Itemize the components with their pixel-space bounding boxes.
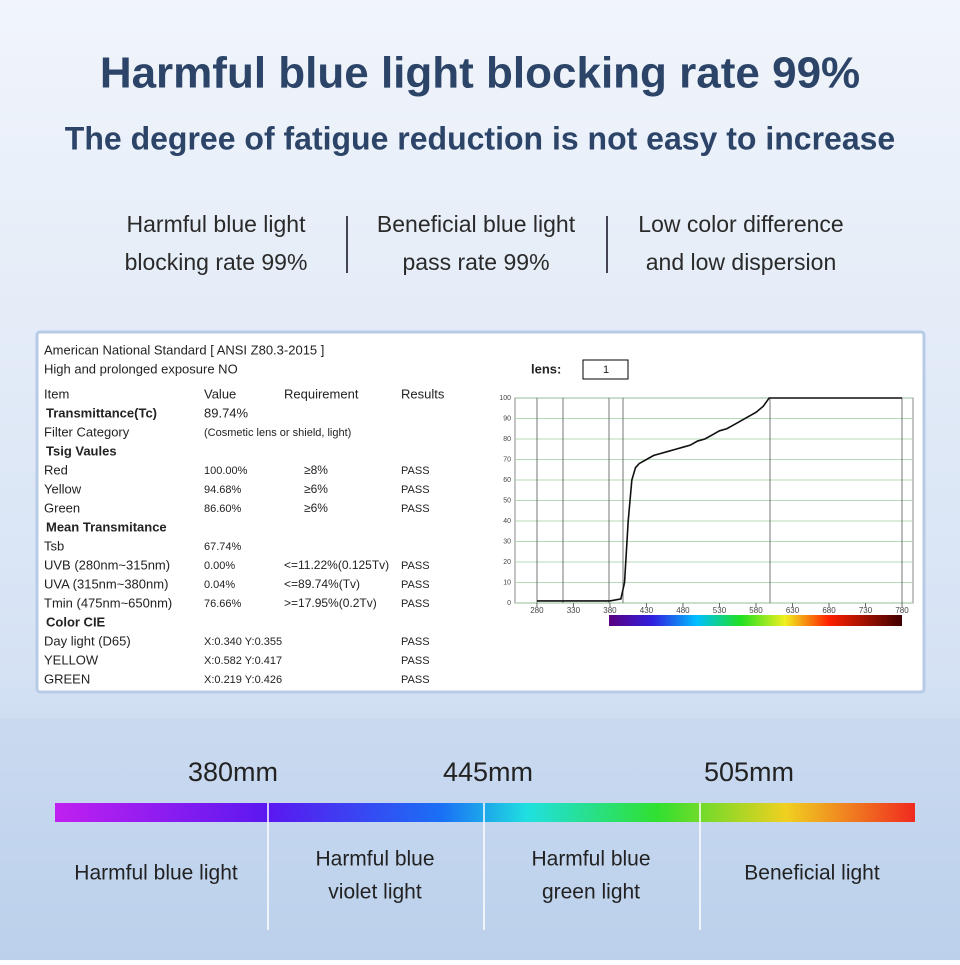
row-requirement: ≥6% <box>304 482 328 496</box>
row-item: UVB (280nm~315nm) <box>44 557 170 572</box>
row-item: Day light (D65) <box>44 633 131 648</box>
row-value: X:0.582 Y:0.417 <box>204 655 282 667</box>
row-value: 100.00% <box>204 465 248 477</box>
row-result: PASS <box>401 579 430 591</box>
row-value: 0.00% <box>204 560 235 572</box>
row-item: YELLOW <box>44 652 99 667</box>
row-result: PASS <box>401 503 430 515</box>
feature-text: pass rate 99% <box>402 249 549 275</box>
band-label: Beneficial light <box>744 862 880 885</box>
row-item: Tsb <box>44 538 64 553</box>
chart-spectrum <box>609 615 902 626</box>
row-value: X:0.219 Y:0.426 <box>204 674 282 686</box>
title: Harmful blue light blocking rate 99% <box>100 49 860 98</box>
row-requirement: <=11.22%(0.125Tv) <box>284 558 389 572</box>
row-item: Red <box>44 462 68 477</box>
y-tick-label: 100 <box>499 395 511 402</box>
row-value: 67.74% <box>204 541 242 553</box>
subtitle: The degree of fatigue reduction is not e… <box>65 120 895 156</box>
column-header: Results <box>401 386 445 401</box>
column-header: Value <box>204 386 236 401</box>
row-result: PASS <box>401 674 430 686</box>
row-requirement: ≥8% <box>304 463 328 477</box>
x-tick-label: 280 <box>530 606 544 615</box>
row-value: 76.66% <box>204 598 242 610</box>
wavelength-label: 505mm <box>704 757 794 787</box>
y-tick-label: 90 <box>503 415 511 422</box>
x-tick-label: 380 <box>603 606 617 615</box>
y-tick-label: 50 <box>503 497 511 504</box>
feature-text: Low color difference <box>638 211 843 237</box>
y-tick-label: 20 <box>503 559 511 566</box>
report-exposure: High and prolonged exposure NO <box>44 361 238 376</box>
y-tick-label: 70 <box>503 456 511 463</box>
row-item: UVA (315nm~380nm) <box>44 576 168 591</box>
column-header: Item <box>44 386 69 401</box>
row-requirement: ≥6% <box>304 501 328 515</box>
row-item: Green <box>44 500 80 515</box>
row-heading: Transmittance(Tc) <box>46 405 157 420</box>
row-item: Filter Category <box>44 424 130 439</box>
row-result: PASS <box>401 484 430 496</box>
row-requirement: >=17.95%(0.2Tv) <box>284 596 377 610</box>
lens-value: 1 <box>603 364 609 376</box>
band-label: violet light <box>328 881 422 904</box>
row-item: Yellow <box>44 481 82 496</box>
column-header: Requirement <box>284 386 359 401</box>
row-result: PASS <box>401 655 430 667</box>
report-panel <box>35 330 926 694</box>
x-tick-label: 680 <box>822 606 836 615</box>
wavelength-label: 445mm <box>443 757 533 787</box>
y-tick-label: 10 <box>503 579 511 586</box>
feature-text: Beneficial blue light <box>377 211 576 237</box>
x-tick-label: 730 <box>859 606 873 615</box>
y-tick-label: 30 <box>503 538 511 545</box>
x-tick-label: 580 <box>749 606 763 615</box>
lens-label: lens: <box>531 361 561 376</box>
row-heading: Tsig Vaules <box>46 443 117 458</box>
row-item: GREEN <box>44 671 90 686</box>
report-standard: American National Standard [ ANSI Z80.3-… <box>44 342 324 357</box>
spectrum-bar <box>55 803 915 822</box>
row-item: Tmin (475nm~650nm) <box>44 595 172 610</box>
x-tick-label: 780 <box>895 606 909 615</box>
feature-text: blocking rate 99% <box>125 249 308 275</box>
x-tick-label: 430 <box>640 606 654 615</box>
transmittance-line <box>536 397 903 602</box>
y-tick-label: 60 <box>503 477 511 484</box>
band-label: Harmful blue <box>315 848 434 871</box>
row-result: PASS <box>401 598 430 610</box>
wavelength-label: 380mm <box>188 757 278 787</box>
x-tick-label: 530 <box>713 606 727 615</box>
row-heading: Color CIE <box>46 614 106 629</box>
row-value: 94.68% <box>204 484 242 496</box>
y-tick-label: 40 <box>503 518 511 525</box>
x-tick-label: 480 <box>676 606 690 615</box>
x-tick-label: 330 <box>567 606 581 615</box>
row-requirement: <=89.74%(Tv) <box>284 577 360 591</box>
row-value: X:0.340 Y:0.355 <box>204 636 282 648</box>
row-value: 86.60% <box>204 503 242 515</box>
row-result: PASS <box>401 560 430 572</box>
lens-box <box>582 359 629 380</box>
feature-text: Harmful blue light <box>127 211 307 237</box>
row-value: 0.04% <box>204 579 235 591</box>
y-tick-label: 0 <box>507 600 511 607</box>
row-result: PASS <box>401 465 430 477</box>
band-label: green light <box>542 881 640 904</box>
row-value: (Cosmetic lens or shield, light) <box>204 427 351 439</box>
row-heading: Mean Transmitance <box>46 519 167 534</box>
band-label: Harmful blue <box>531 848 650 871</box>
x-tick-label: 630 <box>786 606 800 615</box>
bottom-band <box>0 718 960 960</box>
row-value: 89.74% <box>204 405 249 420</box>
dividers <box>267 822 701 930</box>
y-tick-label: 80 <box>503 436 511 443</box>
row-result: PASS <box>401 636 430 648</box>
band-label: Harmful blue light <box>74 862 238 885</box>
feature-text: and low dispersion <box>646 249 837 275</box>
